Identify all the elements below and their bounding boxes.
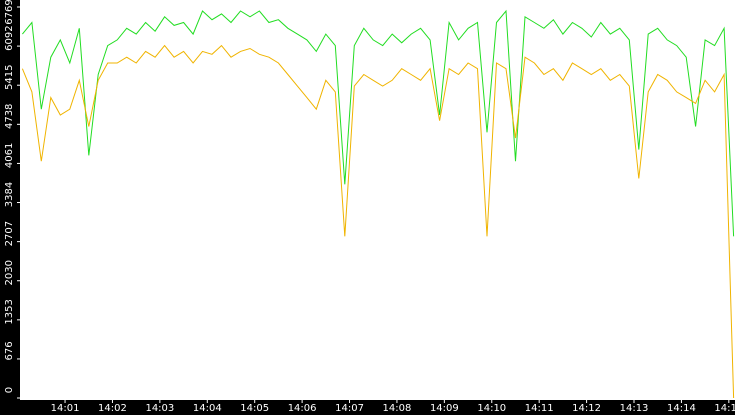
x-tick-label: 14:10 xyxy=(477,403,506,414)
x-tick-label: 14:04 xyxy=(193,403,222,414)
y-tick-label: 3384 xyxy=(4,182,15,207)
series-line xyxy=(21,44,735,399)
y-tick-label: 4738 xyxy=(4,104,15,129)
x-tick-label: 14:09 xyxy=(430,403,459,414)
x-axis-band xyxy=(0,400,735,415)
x-tick-label: 14:03 xyxy=(145,403,174,414)
x-tick-label: 14:01 xyxy=(51,403,80,414)
x-tick-label: 14:15 xyxy=(714,403,735,414)
x-tick-label: 14:13 xyxy=(620,403,649,414)
y-tick-label: 676 xyxy=(4,341,15,360)
x-tick-label: 14:11 xyxy=(525,403,554,414)
y-tick-label: 6769 xyxy=(4,0,15,25)
x-tick-label: 14:05 xyxy=(240,403,269,414)
x-tick-label: 14:14 xyxy=(667,403,696,414)
x-tick-label: 14:02 xyxy=(98,403,127,414)
x-tick-label: 14:07 xyxy=(335,403,364,414)
x-tick-label: 14:08 xyxy=(383,403,412,414)
series-line xyxy=(22,9,735,237)
plot-area xyxy=(20,0,735,400)
y-tick-label: 6092 xyxy=(4,25,15,50)
y-tick-label: 5415 xyxy=(4,64,15,89)
x-tick-label: 14:06 xyxy=(288,403,317,414)
y-tick-label: 0 xyxy=(4,387,15,393)
y-tick-label: 4061 xyxy=(4,143,15,168)
y-axis-band xyxy=(0,0,20,415)
y-tick-label: 2030 xyxy=(4,260,15,285)
x-tick-label: 14:12 xyxy=(572,403,601,414)
y-tick-label: 2707 xyxy=(4,221,15,246)
y-tick-label: 1353 xyxy=(4,299,15,324)
